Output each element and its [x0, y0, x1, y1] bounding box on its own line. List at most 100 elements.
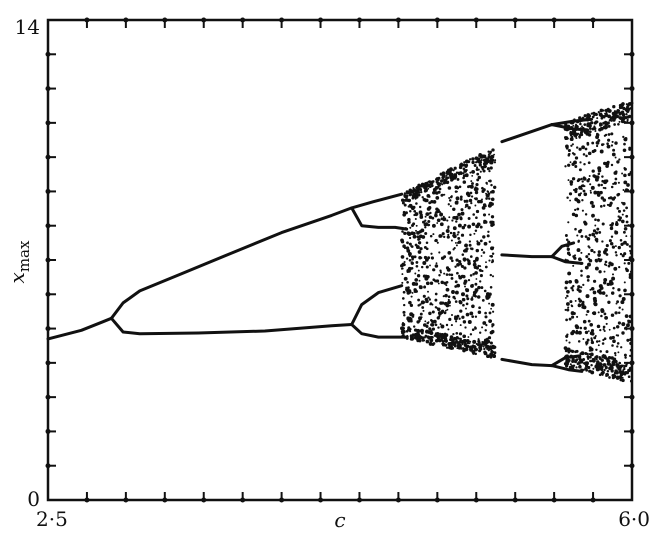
chaos-point	[575, 119, 580, 124]
chaos-point	[616, 160, 620, 164]
chaos-point	[407, 266, 412, 271]
chaos-point	[488, 295, 491, 298]
chaos-point	[453, 166, 457, 170]
chaos-point	[575, 330, 579, 335]
chaos-point	[569, 180, 574, 184]
chaos-point	[467, 278, 471, 282]
chaos-point	[458, 165, 463, 170]
chaos-point	[455, 216, 459, 221]
chaos-point	[488, 213, 491, 216]
chaos-point	[406, 231, 410, 234]
chaos-point	[452, 226, 457, 231]
chaos-point	[406, 334, 409, 338]
chaos-point	[461, 225, 466, 230]
chaos-point	[482, 345, 485, 348]
chaos-point	[612, 148, 616, 152]
chaos-point	[459, 197, 463, 201]
x-tick-dot	[279, 497, 285, 503]
chaos-point	[432, 191, 436, 195]
chaos-point	[474, 282, 478, 286]
chaos-point	[594, 224, 597, 227]
x-tick-dot	[590, 497, 596, 503]
chaos-point	[456, 271, 459, 275]
chaos-point	[479, 265, 482, 268]
chaos-point	[492, 353, 496, 358]
chaos-point	[438, 187, 442, 191]
chaos-point	[401, 297, 405, 300]
chaos-point	[460, 233, 465, 237]
chaos-point	[621, 172, 624, 175]
chaos-point	[602, 186, 605, 189]
chaos-point	[462, 334, 467, 339]
chaos-point	[605, 125, 609, 129]
chaos-point	[569, 300, 573, 304]
chaos-point	[440, 324, 445, 329]
chaos-point	[441, 301, 445, 305]
chaos-point	[415, 245, 420, 250]
chaos-point	[616, 342, 620, 345]
chaos-point	[436, 222, 439, 224]
chaos-point	[614, 156, 617, 159]
chaos-point	[424, 231, 428, 236]
chaos-point	[435, 262, 438, 265]
chaos-point	[493, 153, 496, 156]
chaos-point	[424, 297, 428, 302]
chaos-point	[470, 285, 473, 288]
chaos-point	[608, 239, 612, 243]
chaos-point	[400, 239, 405, 244]
chaos-point	[439, 212, 444, 217]
chaos-point	[465, 247, 469, 251]
chaos-point	[571, 143, 574, 146]
chaos-point	[479, 331, 482, 334]
chaos-point	[429, 211, 432, 215]
chaos-point	[471, 157, 475, 161]
chaos-point	[443, 311, 447, 315]
chaos-point	[403, 303, 406, 307]
chaos-point	[480, 155, 483, 158]
chaos-point	[571, 212, 576, 217]
chaos-point	[473, 232, 476, 235]
chaos-point	[623, 227, 628, 231]
chaos-point	[577, 193, 582, 197]
chaos-point	[605, 375, 608, 377]
chaos-point	[489, 352, 494, 357]
chaos-point	[424, 219, 427, 222]
chaos-point	[605, 294, 608, 297]
chaos-point	[480, 159, 483, 162]
chaos-point	[593, 298, 598, 303]
chaos-point	[408, 300, 412, 305]
chaos-point	[430, 319, 433, 322]
chaos-point	[617, 219, 620, 222]
chaos-point	[402, 210, 406, 214]
chaos-point	[455, 336, 459, 339]
chaos-point	[566, 289, 570, 294]
chaos-point	[452, 216, 456, 220]
chaos-point	[617, 245, 621, 250]
chaos-point	[456, 347, 459, 350]
chaos-point	[625, 113, 628, 116]
chaos-point	[479, 270, 482, 272]
chaos-point	[490, 307, 492, 310]
chaos-point	[452, 234, 455, 237]
chaos-point	[581, 126, 585, 130]
chaos-point	[437, 311, 442, 316]
chaos-point	[623, 353, 627, 357]
chaos-point	[418, 339, 422, 343]
chaos-point	[410, 245, 413, 248]
chaos-point	[485, 157, 490, 161]
chaos-point	[457, 223, 462, 228]
chaos-point	[617, 123, 620, 126]
chaos-point	[581, 305, 585, 309]
chaos-point	[469, 333, 473, 336]
chaos-point	[599, 291, 603, 295]
chaos-point	[418, 210, 423, 215]
chaos-point	[475, 209, 480, 214]
chaos-point	[451, 338, 455, 343]
chaos-point	[566, 259, 570, 262]
chaos-point	[583, 162, 586, 166]
y-tick-label-bottom: 0	[27, 487, 40, 511]
chaos-point	[597, 344, 600, 347]
chaos-point	[454, 300, 458, 303]
chaos-point	[483, 351, 488, 356]
chaos-point	[610, 163, 614, 167]
